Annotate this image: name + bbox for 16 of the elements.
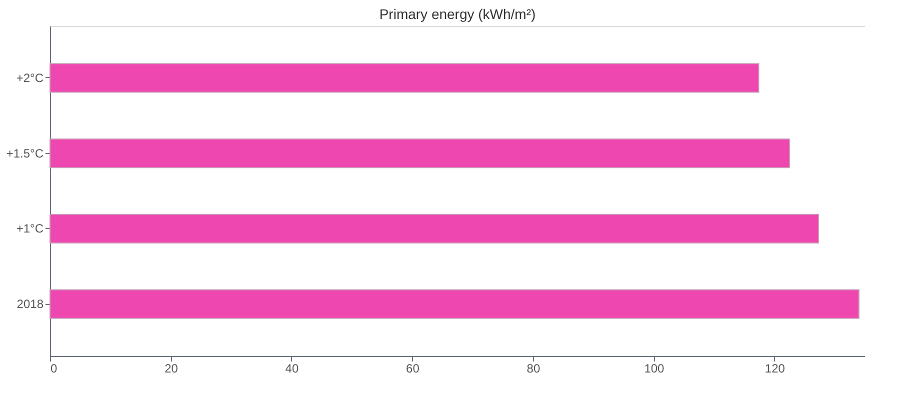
bar [50, 63, 760, 93]
x-tick-label: 0 [50, 362, 58, 376]
chart-title: Primary energy (kWh/m²) [379, 6, 536, 22]
bar [50, 214, 820, 244]
y-tick-label: +1.5°C [6, 146, 44, 160]
x-tick-label: 40 [285, 362, 299, 376]
x-tick-label: 80 [526, 362, 540, 376]
y-tick-label: 2018 [16, 297, 44, 312]
y-tick-label: +2°C [16, 70, 44, 85]
x-tick-label: 60 [406, 362, 420, 376]
bar [50, 138, 790, 168]
x-tick-label: 100 [644, 362, 665, 376]
bar [50, 289, 860, 319]
x-tick-label: 20 [164, 362, 178, 376]
x-tick-label: 120 [764, 362, 786, 376]
y-tick-label: +1°C [16, 222, 44, 236]
